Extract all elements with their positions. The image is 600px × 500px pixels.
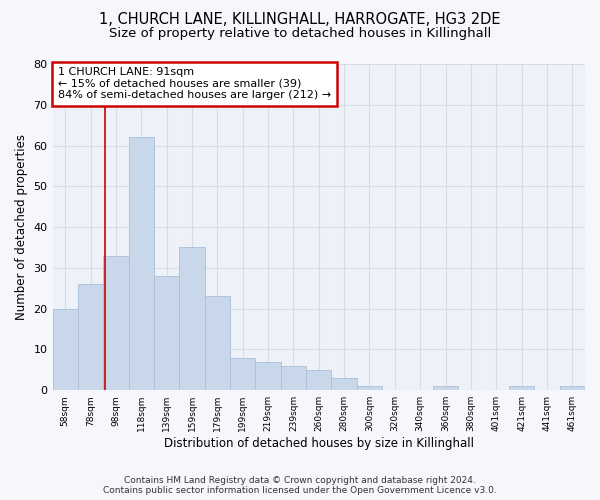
Bar xyxy=(281,366,306,390)
Text: 1 CHURCH LANE: 91sqm
← 15% of detached houses are smaller (39)
84% of semi-detac: 1 CHURCH LANE: 91sqm ← 15% of detached h… xyxy=(58,68,331,100)
Bar xyxy=(103,256,128,390)
Bar xyxy=(357,386,382,390)
Bar xyxy=(331,378,357,390)
Text: Size of property relative to detached houses in Killinghall: Size of property relative to detached ho… xyxy=(109,28,491,40)
Bar xyxy=(230,358,256,390)
Bar xyxy=(560,386,585,390)
Bar xyxy=(179,248,205,390)
Text: Contains HM Land Registry data © Crown copyright and database right 2024.
Contai: Contains HM Land Registry data © Crown c… xyxy=(103,476,497,495)
Bar xyxy=(53,308,78,390)
Bar xyxy=(78,284,103,390)
Bar xyxy=(306,370,331,390)
Bar xyxy=(128,138,154,390)
Y-axis label: Number of detached properties: Number of detached properties xyxy=(15,134,28,320)
Bar xyxy=(256,362,281,390)
Bar xyxy=(154,276,179,390)
Bar xyxy=(509,386,534,390)
Bar xyxy=(205,296,230,390)
Bar xyxy=(433,386,458,390)
X-axis label: Distribution of detached houses by size in Killinghall: Distribution of detached houses by size … xyxy=(164,437,474,450)
Text: 1, CHURCH LANE, KILLINGHALL, HARROGATE, HG3 2DE: 1, CHURCH LANE, KILLINGHALL, HARROGATE, … xyxy=(99,12,501,28)
